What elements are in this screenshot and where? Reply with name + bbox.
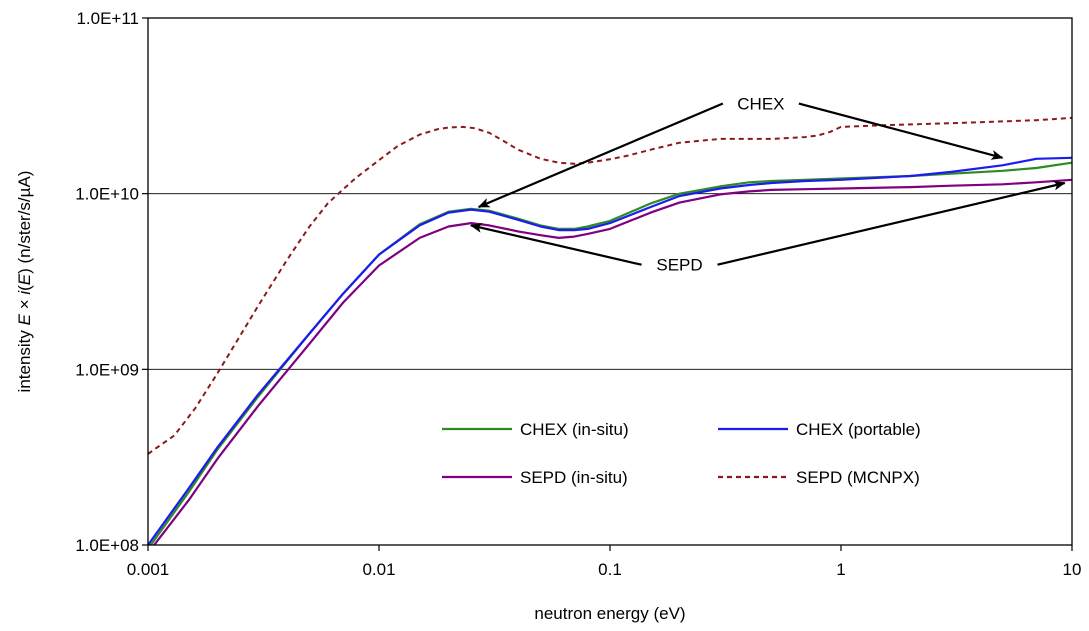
y-tick-label: 1.0E+10 bbox=[75, 185, 139, 204]
legend: CHEX (in-situ) CHEX (portable) SEPD (in-si… bbox=[442, 420, 921, 487]
series-line-sepd-in-situ bbox=[152, 178, 1072, 545]
y-axis-title-part: E bbox=[15, 273, 34, 285]
y-axis-title-part: ( bbox=[15, 285, 34, 291]
y-tick-label: 1.0E+08 bbox=[75, 536, 139, 555]
y-axis-title-part: i bbox=[15, 290, 34, 295]
y-axis-title: intensity E × i(E) (n/ster/s/µA) bbox=[15, 171, 34, 393]
x-tick-label: 0.01 bbox=[362, 560, 395, 579]
annotation-chex: CHEX bbox=[737, 95, 784, 114]
x-tick-label: 10 bbox=[1063, 560, 1082, 579]
x-axis-title: neutron energy (eV) bbox=[534, 604, 685, 623]
annotation-arrow bbox=[477, 102, 724, 208]
legend-label: SEPD (MCNPX) bbox=[796, 468, 920, 487]
annotations: CHEX SEPD bbox=[469, 95, 1066, 275]
y-axis-title-part: × bbox=[15, 295, 34, 314]
series-line-chex-portable bbox=[148, 156, 1072, 545]
plot-series bbox=[148, 116, 1072, 545]
y-tick-label: 1.0E+11 bbox=[76, 9, 139, 28]
y-axis-title-part: ) (n/ster/s/µA) bbox=[15, 171, 34, 274]
x-tick-label: 0.1 bbox=[598, 560, 622, 579]
x-tick-label: 1 bbox=[836, 560, 845, 579]
annotation-arrow bbox=[798, 102, 1004, 160]
plot-area-frame bbox=[147, 17, 1073, 546]
y-axis-title-part: E bbox=[15, 313, 34, 325]
series-line-sepd-mcnpx bbox=[148, 116, 1072, 455]
annotation-arrow bbox=[469, 222, 642, 266]
annotation-arrow bbox=[717, 180, 1066, 266]
x-tick-label: 0.001 bbox=[127, 560, 170, 579]
axis-ticks: 1.0E+08 1.0E+09 1.0E+10 1.0E+11 0.001 0.01 0.1… bbox=[75, 9, 1081, 579]
legend-label: SEPD (in-situ) bbox=[520, 468, 628, 487]
y-tick-label: 1.0E+09 bbox=[75, 360, 139, 379]
y-axis-title-part: intensity bbox=[15, 325, 34, 392]
legend-label: CHEX (portable) bbox=[796, 420, 921, 439]
series-line-chex-in-situ bbox=[149, 161, 1072, 545]
annotation-sepd: SEPD bbox=[656, 256, 702, 275]
gridlines bbox=[148, 193, 1072, 370]
legend-label: CHEX (in-situ) bbox=[520, 420, 629, 439]
